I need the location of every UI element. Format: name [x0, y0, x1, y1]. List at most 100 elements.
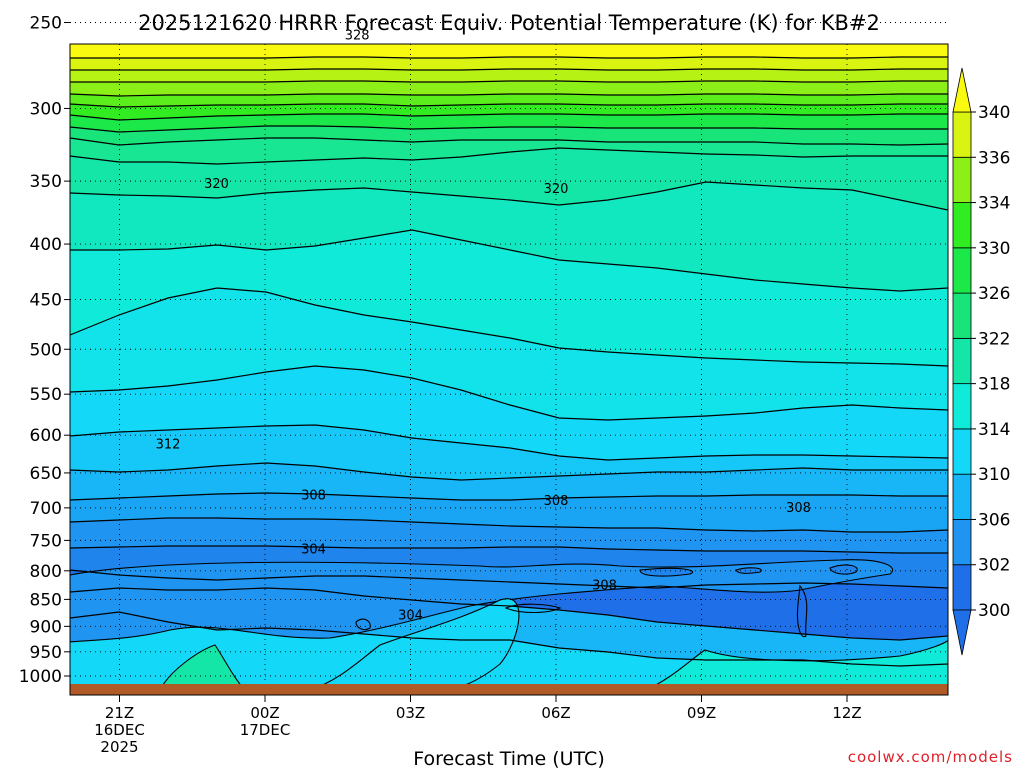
x-tick-label: 16DEC — [94, 721, 145, 739]
contour-label: 308 — [592, 578, 617, 593]
contour-line — [70, 137, 948, 146]
credit-text: coolwx.com/models — [848, 748, 1013, 766]
contour-label: 320 — [544, 182, 569, 197]
y-tick-label: 900 — [30, 617, 62, 637]
contour-blob — [70, 559, 893, 643]
contour-line — [70, 287, 948, 367]
contour-line — [70, 56, 948, 59]
contour-line — [70, 517, 948, 533]
contour-label-layer: 336332328320320312308308308304304308 — [156, 29, 811, 624]
y-tick-label: 750 — [30, 531, 62, 551]
contour-band — [70, 44, 948, 59]
colorbar-band — [952, 337, 972, 385]
contour-line — [796, 584, 808, 638]
y-tick-label: 550 — [30, 385, 62, 405]
contour-band — [70, 56, 948, 71]
x-tick-label: 2025 — [100, 738, 138, 756]
colorbar-band — [952, 156, 972, 203]
contour-blob — [639, 567, 693, 577]
contour-blob — [656, 639, 948, 684]
contour-line — [70, 113, 948, 121]
y-tick-label: 250 — [30, 14, 62, 34]
contour-line — [70, 569, 948, 589]
y-tick-label: 850 — [30, 590, 62, 610]
colorbar-tick-label: 306 — [978, 510, 1010, 530]
contour-blob — [162, 644, 241, 684]
contour-line — [70, 181, 948, 211]
contour-label: 312 — [156, 438, 181, 453]
contour-line — [355, 618, 371, 631]
colorbar-tick-label: 318 — [978, 375, 1010, 395]
contour-line — [70, 80, 948, 83]
y-tick-label: 700 — [30, 499, 62, 519]
x-tick-label: 00Z — [250, 704, 279, 722]
contour-line — [70, 93, 948, 97]
colorbar-band — [952, 247, 972, 294]
colorbar-band — [952, 292, 972, 339]
contour-label: 308 — [786, 501, 811, 516]
contour-line — [70, 103, 948, 108]
y-axis: 250 300 350 400 450 500 550 600 650 700 750 800 850 9… — [19, 14, 70, 687]
contour-fill-layer — [70, 44, 948, 684]
contour-line — [70, 365, 948, 421]
x-tick-label: 06Z — [541, 704, 570, 722]
contour-line — [70, 68, 948, 71]
x-tick-label: 03Z — [396, 704, 425, 722]
colorbar-tick-label: 302 — [978, 556, 1010, 576]
contour-line — [70, 492, 948, 501]
y-tick-label: 650 — [30, 464, 62, 484]
colorbar-tick-label: 330 — [978, 239, 1010, 259]
y-tick-label: 800 — [30, 562, 62, 582]
contour-line — [70, 424, 948, 461]
y-tick-label: 300 — [30, 99, 62, 119]
colorbar-band — [952, 428, 972, 475]
contour-label: 308 — [301, 489, 326, 504]
colorbar-band — [952, 111, 972, 158]
x-tick-label: 21Z — [105, 704, 134, 722]
y-tick-label: 950 — [30, 643, 62, 663]
grid-layer — [70, 22, 948, 684]
contour-line — [70, 125, 948, 133]
x-tick-label: 17DEC — [240, 721, 291, 739]
contour-line-layer — [70, 56, 948, 667]
colorbar: 300 302 306 310 314 318 322 326 330 334 336 340 — [952, 67, 1010, 656]
colorbar-extend-top — [952, 67, 972, 113]
y-tick-label: 350 — [30, 172, 62, 192]
contour-blob — [735, 567, 762, 574]
colorbar-tick-label: 326 — [978, 284, 1010, 304]
contour-label: 320 — [204, 177, 229, 192]
y-tick-label: 450 — [30, 291, 62, 311]
contour-blob — [323, 598, 520, 684]
colorbar-tick-label: 300 — [978, 601, 1010, 621]
contour-line — [70, 587, 948, 641]
chart-title: 2025121620 HRRR Forecast Equiv. Potentia… — [138, 11, 880, 35]
x-axis-label: Forecast Time (UTC) — [413, 748, 604, 768]
contour-line — [70, 147, 948, 165]
y-tick-label: 500 — [30, 340, 62, 360]
contour-line — [70, 545, 948, 554]
contour-line — [70, 611, 948, 667]
y-tick-label: 400 — [30, 235, 62, 255]
x-tick-label: 12Z — [832, 704, 861, 722]
colorbar-band — [952, 202, 972, 249]
colorbar-tick-label: 310 — [978, 465, 1010, 485]
colorbar-band — [952, 519, 972, 566]
contour-band — [70, 68, 948, 83]
colorbar-tick-label: 314 — [978, 420, 1010, 440]
colorbar-band — [952, 564, 972, 611]
plot-frame — [69, 43, 949, 696]
colorbar-tick-label: 340 — [978, 103, 1010, 123]
contour-label: 308 — [544, 494, 569, 509]
colorbar-tick-label: 334 — [978, 194, 1010, 214]
contour-line — [70, 229, 948, 292]
x-tick-label: 09Z — [687, 704, 716, 722]
colorbar-tick-label: 322 — [978, 329, 1010, 349]
colorbar-band — [952, 383, 972, 430]
colorbar-tick-label: 336 — [978, 148, 1010, 168]
contour-blob — [829, 564, 858, 575]
contour-label: 304 — [398, 609, 423, 624]
ground-strip — [70, 684, 948, 695]
colorbar-extend-bottom — [952, 609, 972, 656]
